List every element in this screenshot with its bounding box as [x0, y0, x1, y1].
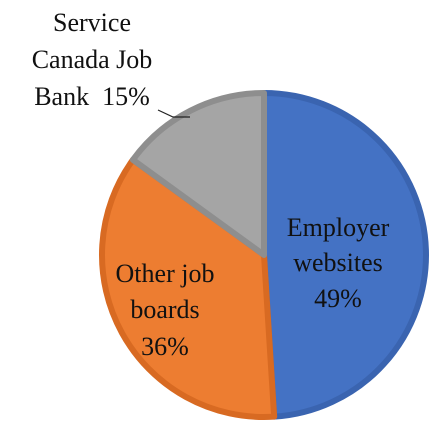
slice-label-service-canada-line1: Service	[53, 8, 131, 37]
slice-label-other-job-boards-line2: boards	[130, 295, 199, 324]
pie-slice-other-job-boards	[99, 156, 278, 420]
slice-label-employer-websites-line2: websites	[293, 248, 383, 277]
slice-label-employer-websites-value: 49%	[314, 284, 362, 313]
slice-label-service-canada-line2: Canada Job	[32, 45, 153, 74]
slice-label-leader-line-service-canada	[157, 109, 190, 118]
slice-label-service-canada-line3: Bank 15%	[34, 82, 150, 111]
pie-slice-service-canada-job-bank	[129, 90, 267, 258]
pie-slices	[99, 90, 429, 420]
slice-label-other-job-boards-line1: Other job	[116, 259, 215, 288]
slice-label-employer-websites-line1: Employer	[287, 213, 390, 242]
slice-label-other-job-boards-value: 36%	[141, 332, 189, 361]
pie-slice-employer-websites	[261, 90, 429, 420]
